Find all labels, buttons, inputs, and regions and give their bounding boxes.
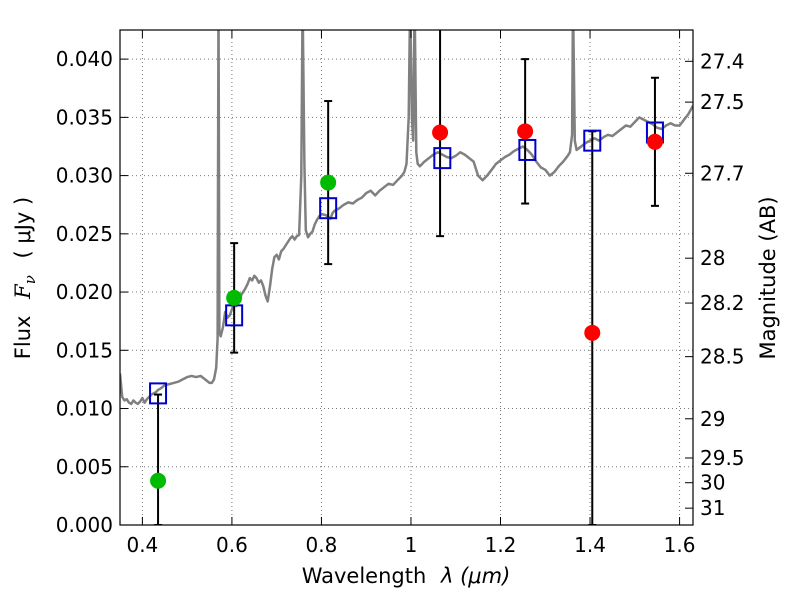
photometry-point [226,289,243,306]
y-tick-label: 0.015 [56,338,113,362]
magnitude-tick-label: 28.2 [700,291,745,315]
magnitude-tick-label: 27.5 [700,90,745,114]
photometry-point [584,324,601,341]
y-axis-label-main: Flux [11,316,35,360]
x-tick-label: 0.8 [306,533,338,557]
y-tick-label: 0.025 [56,222,113,246]
y-axis-label-math: F [11,283,35,300]
x-tick-label: 1.6 [664,533,696,557]
y-axis-label: Flux Fν ( μJy ) [11,197,40,359]
magnitude-tick-label: 27.7 [700,161,745,185]
y-tick-label: 0.000 [56,513,113,537]
magnitude-tick-label: 27.4 [700,49,745,73]
model-square-marker [319,197,338,220]
photometry-point [432,124,449,141]
y-axis-label-sub: ν [21,275,39,284]
photometry-point [320,174,337,191]
x-tick-label: 0.6 [216,533,248,557]
model-square-marker [149,382,168,405]
y-tick-label: 0.030 [56,164,113,188]
model-square-marker [583,129,602,152]
grid [120,30,693,526]
x-tick-label: 1.2 [485,533,517,557]
magnitude-tick-label: 28 [700,246,725,270]
photometry-point [150,472,167,489]
magnitude-tick-label: 29 [700,407,725,431]
x-axis-label-main: Wavelength [302,564,427,588]
photometry-point [646,133,663,150]
photometry-point [517,123,534,140]
model-square-marker [433,147,452,170]
y-tick-label: 0.020 [56,280,113,304]
magnitude-tick-label: 31 [700,496,725,520]
x-tick-label: 0.4 [126,533,158,557]
y-tick-label: 0.005 [56,455,113,479]
spectrum-line [120,30,693,406]
magnitude-tick-label: 30 [700,471,725,495]
plot-frame [119,29,694,526]
magnitude-tick-label: 28.5 [700,345,745,369]
y-tick-label: 0.010 [56,397,113,421]
x-tick-label: 1.4 [574,533,606,557]
magnitude-tick-label: 29.5 [700,446,745,470]
x-tick-label: 1 [405,533,418,557]
plot-area [120,30,693,525]
x-axis-label-math: λ (μm) [440,564,510,588]
y-tick-label: 0.040 [56,47,113,71]
y-axis-label-unit: ( μJy ) [11,197,35,259]
y-tick-label: 0.035 [56,105,113,129]
magnitude-axis-label: Magnitude (AB) [756,196,780,359]
model-square-marker [518,138,537,161]
x-axis-label: Wavelength λ (μm) [302,564,511,588]
axes: 0.4 0.6 0.8 1 1.2 1.4 1.6 0.000 0.005 0.010 0.015 0… [56,29,745,557]
